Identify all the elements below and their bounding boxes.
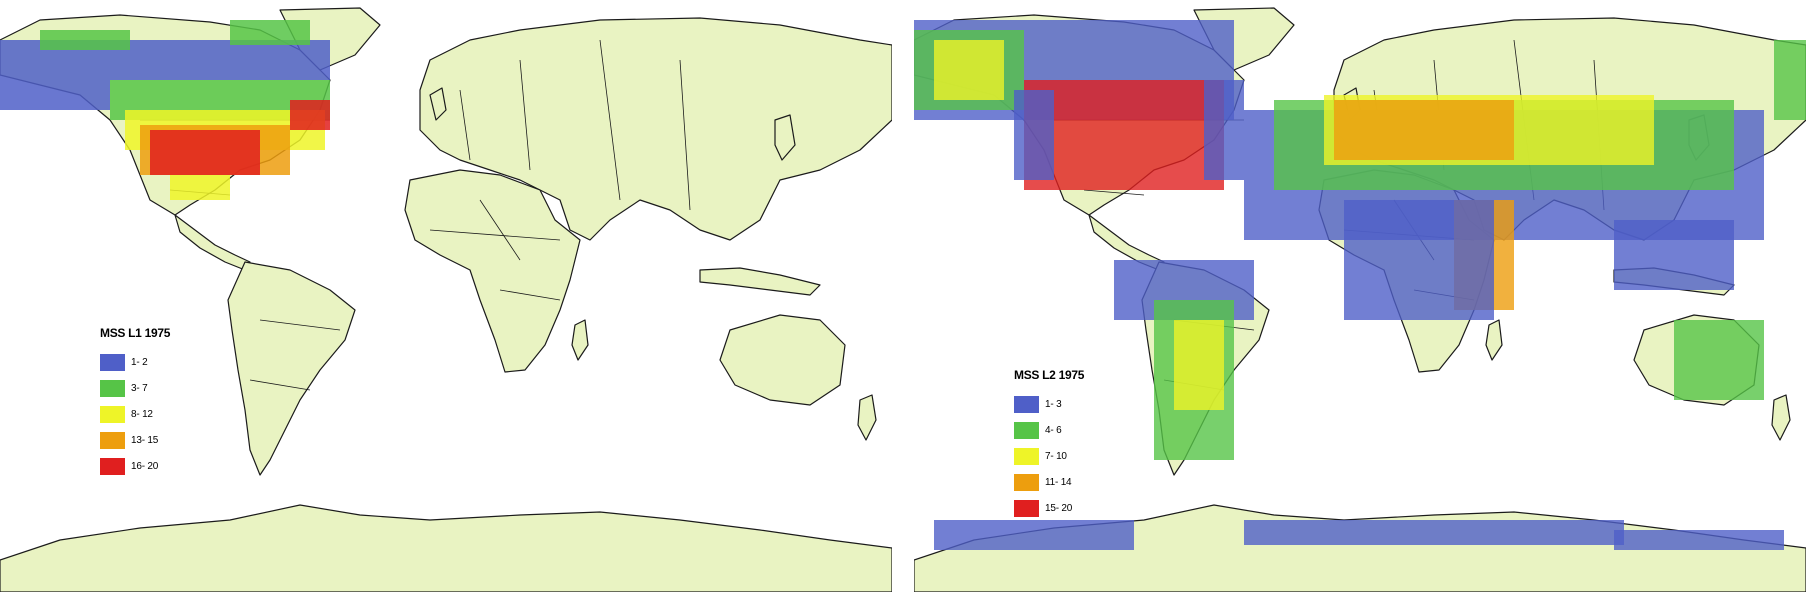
coverage-cell bbox=[1014, 90, 1054, 180]
coverage-cell bbox=[1334, 100, 1514, 160]
coverage-cell bbox=[934, 520, 1134, 550]
legend-label: 1- 3 bbox=[1045, 398, 1062, 410]
new-zealand-landmass bbox=[1771, 394, 1791, 441]
legend-item: 4- 6 bbox=[1014, 417, 1084, 443]
legend-swatch bbox=[100, 353, 125, 371]
legend-swatch bbox=[1014, 473, 1039, 491]
legend-label: 4- 6 bbox=[1045, 424, 1062, 436]
land-group bbox=[0, 7, 892, 592]
legend-item: 8- 12 bbox=[100, 401, 170, 427]
coverage-cell bbox=[150, 130, 260, 175]
legend-swatch bbox=[1014, 499, 1039, 517]
central-america-landmass bbox=[174, 214, 251, 271]
coverage-cell bbox=[1174, 320, 1224, 410]
legend-item: 16- 20 bbox=[100, 453, 170, 479]
legend-item: 3- 7 bbox=[100, 375, 170, 401]
legend-swatch bbox=[1014, 395, 1039, 413]
legend-swatch bbox=[1014, 421, 1039, 439]
legend-item: 7- 10 bbox=[1014, 443, 1084, 469]
south-america-landmass bbox=[227, 261, 356, 476]
coverage-cell bbox=[1674, 320, 1764, 400]
legend-item: 1- 3 bbox=[1014, 391, 1084, 417]
legend-label: 13- 15 bbox=[131, 434, 159, 446]
legend-title: MSS L2 1975 bbox=[1014, 368, 1085, 382]
legend-swatch bbox=[100, 431, 125, 449]
coverage-cell bbox=[1204, 80, 1244, 180]
legend-swatch bbox=[1014, 447, 1039, 465]
legend-swatch bbox=[100, 457, 125, 475]
antarctica-landmass bbox=[0, 504, 892, 592]
legend-label: 1- 2 bbox=[131, 356, 148, 368]
africa-landmass bbox=[404, 169, 581, 373]
coverage-layer-l2 bbox=[914, 20, 1806, 550]
japan-landmass bbox=[774, 114, 796, 161]
legend-item: 11- 14 bbox=[1014, 469, 1084, 495]
legend-item: 13- 15 bbox=[100, 427, 170, 453]
coverage-cell bbox=[230, 20, 310, 45]
madagascar-landmass bbox=[571, 319, 589, 361]
coverage-cell bbox=[170, 175, 230, 200]
legend-mss-l1: MSS L1 1975 1- 2 3- 7 8- 12 13- 15 16- 2… bbox=[100, 326, 170, 479]
legend-swatch bbox=[100, 379, 125, 397]
coverage-layer-l1 bbox=[0, 20, 330, 200]
legend-label: 11- 14 bbox=[1045, 476, 1072, 488]
australia-landmass bbox=[719, 314, 846, 406]
coverage-cell bbox=[290, 100, 330, 130]
legend-title: MSS L1 1975 bbox=[100, 326, 171, 340]
coverage-cell bbox=[1774, 40, 1806, 120]
coverage-cell bbox=[1344, 200, 1494, 320]
coverage-cell bbox=[1244, 520, 1624, 545]
world-map-l2 bbox=[914, 7, 1806, 592]
coverage-cell bbox=[1614, 220, 1734, 290]
map-panel-mss-l2: MSS L2 1975 1- 3 4- 6 7- 10 11- 14 15- 2… bbox=[914, 0, 1806, 592]
coverage-cell bbox=[1614, 530, 1784, 550]
legend-mss-l2: MSS L2 1975 1- 3 4- 6 7- 10 11- 14 15- 2… bbox=[1014, 368, 1084, 521]
legend-label: 7- 10 bbox=[1045, 450, 1067, 462]
legend-label: 16- 20 bbox=[131, 460, 159, 472]
eurasia-landmass bbox=[419, 17, 892, 241]
map-panel-mss-l1: MSS L1 1975 1- 2 3- 7 8- 12 13- 15 16- 2… bbox=[0, 0, 892, 592]
indonesia-landmass bbox=[699, 267, 821, 296]
new-zealand-landmass bbox=[857, 394, 877, 441]
legend-label: 8- 12 bbox=[131, 408, 153, 420]
madagascar-landmass bbox=[1485, 319, 1503, 361]
legend-item: 1- 2 bbox=[100, 349, 170, 375]
world-map-l1 bbox=[0, 7, 892, 592]
legend-label: 3- 7 bbox=[131, 382, 148, 394]
coverage-cell bbox=[0, 80, 110, 110]
legend-item: 15- 20 bbox=[1014, 495, 1084, 521]
coverage-cell bbox=[1024, 80, 1224, 190]
coverage-cell bbox=[934, 40, 1004, 100]
legend-label: 15- 20 bbox=[1045, 502, 1073, 514]
coverage-cell bbox=[40, 30, 130, 50]
uk-landmass bbox=[429, 87, 447, 121]
legend-swatch bbox=[100, 405, 125, 423]
